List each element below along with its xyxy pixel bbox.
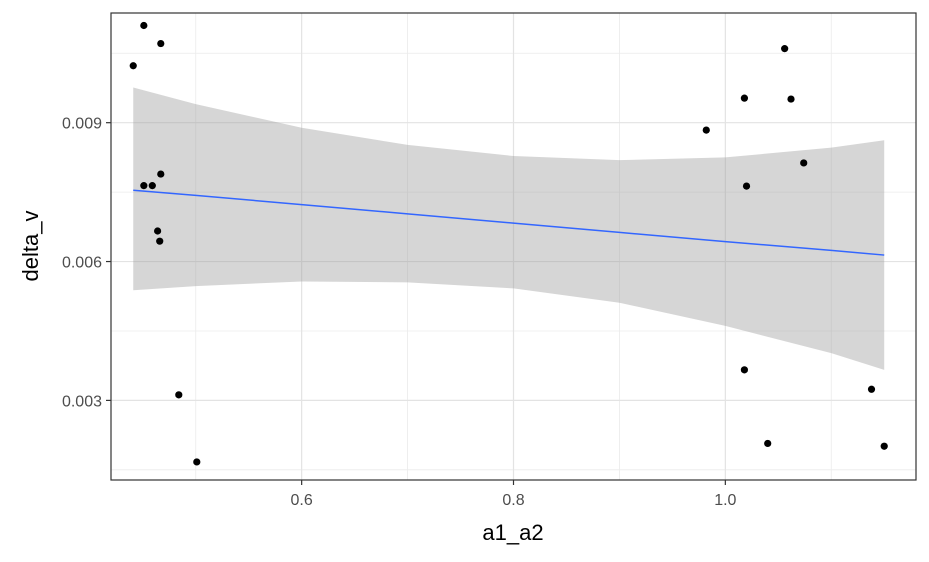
y-tick-label: 0.009 [62,116,102,133]
data-point [880,442,888,450]
data-point [129,62,137,70]
data-point [193,458,201,466]
data-point [148,182,156,190]
y-tick-label: 0.003 [62,393,102,410]
data-point [740,94,749,102]
regression-line [133,189,885,256]
y-tick-label: 0.006 [62,255,102,272]
x-axis-title: a1_a2 [482,520,543,545]
data-point [157,39,165,48]
confidence-band [133,87,885,370]
y-axis-ticks: 0.003 0.006 0.009 [62,116,111,410]
data-point [140,21,148,30]
data-point [154,227,162,235]
data-point [157,170,165,178]
data-point [781,45,789,53]
data-point [764,439,772,448]
x-axis-ticks: 0.6 0.8 1.0 [291,480,737,509]
grid-major [111,13,916,480]
data-point [740,366,749,374]
data-point [787,95,795,103]
data-point [702,126,710,134]
points-layer [129,21,888,466]
x-tick-label: 1.0 [714,492,736,509]
data-point [742,182,751,190]
data-point [800,159,808,167]
x-tick-label: 0.6 [291,492,313,509]
data-point [175,391,183,399]
x-tick-label: 0.8 [502,492,524,509]
data-point [140,182,148,190]
data-point [867,385,876,393]
y-axis-title: delta_v [18,211,43,282]
data-point [156,237,164,245]
